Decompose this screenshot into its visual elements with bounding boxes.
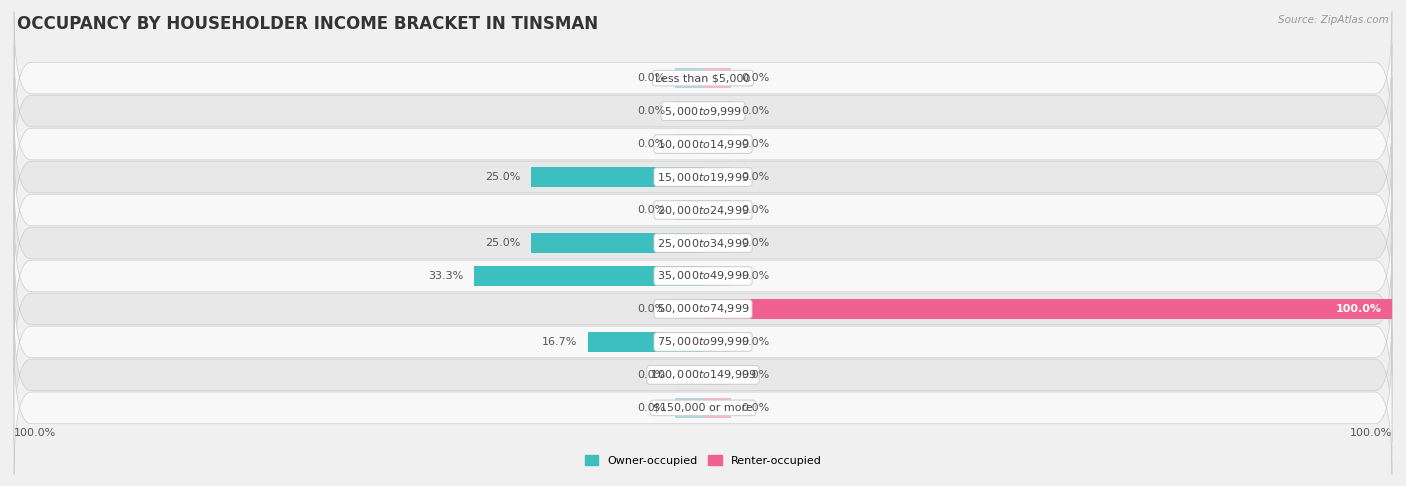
Bar [675, 365, 703, 385]
Bar [703, 233, 731, 253]
Text: $15,000 to $19,999: $15,000 to $19,999 [657, 171, 749, 184]
Bar [675, 101, 703, 121]
Text: $35,000 to $49,999: $35,000 to $49,999 [657, 269, 749, 282]
Bar [703, 332, 731, 352]
Bar [703, 365, 731, 385]
FancyBboxPatch shape [14, 308, 1392, 442]
Text: 0.0%: 0.0% [741, 370, 769, 380]
Text: 0.0%: 0.0% [637, 304, 665, 314]
Text: 100.0%: 100.0% [14, 428, 56, 438]
Text: 33.3%: 33.3% [427, 271, 463, 281]
Text: Less than $5,000: Less than $5,000 [655, 73, 751, 83]
FancyBboxPatch shape [14, 110, 1392, 243]
Text: 100.0%: 100.0% [1350, 428, 1392, 438]
Bar [703, 101, 731, 121]
Text: 0.0%: 0.0% [741, 238, 769, 248]
Text: 16.7%: 16.7% [543, 337, 578, 347]
Bar [588, 332, 703, 352]
Text: $20,000 to $24,999: $20,000 to $24,999 [657, 204, 749, 217]
Text: $10,000 to $14,999: $10,000 to $14,999 [657, 138, 749, 151]
FancyBboxPatch shape [14, 77, 1392, 210]
Text: 0.0%: 0.0% [741, 106, 769, 116]
Text: $5,000 to $9,999: $5,000 to $9,999 [664, 104, 742, 118]
Bar [703, 398, 731, 418]
Text: 0.0%: 0.0% [741, 73, 769, 83]
Text: 0.0%: 0.0% [637, 139, 665, 149]
Text: $150,000 or more: $150,000 or more [654, 403, 752, 413]
Bar [703, 68, 731, 88]
Text: $100,000 to $149,999: $100,000 to $149,999 [650, 368, 756, 382]
Text: Source: ZipAtlas.com: Source: ZipAtlas.com [1278, 15, 1389, 25]
Text: 25.0%: 25.0% [485, 238, 520, 248]
Text: 100.0%: 100.0% [1336, 304, 1382, 314]
Text: 0.0%: 0.0% [637, 106, 665, 116]
Text: $50,000 to $74,999: $50,000 to $74,999 [657, 302, 749, 315]
Bar [474, 266, 703, 286]
FancyBboxPatch shape [14, 275, 1392, 409]
FancyBboxPatch shape [14, 12, 1392, 145]
FancyBboxPatch shape [14, 143, 1392, 277]
Bar [703, 200, 731, 220]
FancyBboxPatch shape [14, 45, 1392, 178]
Bar [675, 398, 703, 418]
Bar [531, 233, 703, 253]
Bar [703, 266, 731, 286]
Bar [703, 134, 731, 154]
Bar [675, 200, 703, 220]
Text: 0.0%: 0.0% [637, 73, 665, 83]
FancyBboxPatch shape [14, 176, 1392, 310]
FancyBboxPatch shape [14, 209, 1392, 343]
Text: 0.0%: 0.0% [637, 370, 665, 380]
Bar [675, 134, 703, 154]
Text: $75,000 to $99,999: $75,000 to $99,999 [657, 335, 749, 348]
Text: 0.0%: 0.0% [741, 172, 769, 182]
Bar [703, 167, 731, 187]
Text: 25.0%: 25.0% [485, 172, 520, 182]
Text: 0.0%: 0.0% [741, 403, 769, 413]
FancyBboxPatch shape [14, 243, 1392, 376]
Bar [675, 68, 703, 88]
Bar [675, 299, 703, 319]
Text: 0.0%: 0.0% [741, 205, 769, 215]
Text: 0.0%: 0.0% [741, 271, 769, 281]
Bar [703, 299, 1392, 319]
FancyBboxPatch shape [14, 341, 1392, 474]
Legend: Owner-occupied, Renter-occupied: Owner-occupied, Renter-occupied [581, 451, 825, 470]
Bar [531, 167, 703, 187]
Text: $25,000 to $34,999: $25,000 to $34,999 [657, 237, 749, 249]
Text: 0.0%: 0.0% [637, 403, 665, 413]
Text: OCCUPANCY BY HOUSEHOLDER INCOME BRACKET IN TINSMAN: OCCUPANCY BY HOUSEHOLDER INCOME BRACKET … [17, 15, 598, 33]
Text: 0.0%: 0.0% [741, 337, 769, 347]
Text: 0.0%: 0.0% [741, 139, 769, 149]
Text: 0.0%: 0.0% [637, 205, 665, 215]
